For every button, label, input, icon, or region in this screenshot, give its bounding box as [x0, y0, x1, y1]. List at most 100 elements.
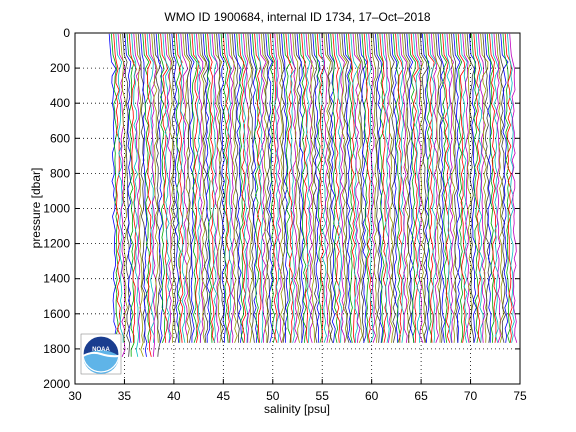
x-tick-label: 55: [316, 389, 330, 403]
profile-line: [498, 33, 506, 343]
profile-line: [386, 33, 395, 343]
profile-line: [352, 33, 361, 343]
profile-line: [316, 33, 326, 343]
x-tick-label: 60: [365, 389, 379, 403]
profile-line: [334, 33, 343, 343]
y-tick-label: 1000: [43, 202, 70, 216]
profile-line: [265, 33, 273, 343]
profile-line: [343, 33, 352, 343]
profile-line: [350, 33, 359, 343]
profile-line: [431, 33, 439, 343]
profile-line: [426, 33, 435, 343]
profile-line: [401, 33, 410, 343]
profile-line: [462, 33, 470, 343]
profile-line: [245, 33, 253, 343]
profile-line: [379, 33, 388, 343]
profile-line: [482, 33, 491, 343]
profile-line: [205, 33, 213, 343]
x-axis: 30 35 40 45 50 55 60 65 70 75: [68, 33, 527, 403]
profile-line: [469, 33, 477, 343]
profile-line: [433, 33, 441, 343]
profile-line: [475, 33, 484, 343]
profile-line: [225, 33, 233, 343]
x-tick-label: 35: [118, 389, 132, 403]
profile-line: [184, 33, 193, 343]
profile-line: [294, 33, 303, 343]
x-tick-label: 65: [414, 389, 428, 403]
profile-line: [381, 33, 390, 343]
profile-line: [151, 33, 159, 343]
profile-line: [144, 33, 152, 357]
profile-line: [117, 33, 126, 357]
profile-line: [464, 33, 472, 343]
profile-line: [285, 33, 294, 343]
profile-line: [211, 33, 220, 343]
profile-line: [346, 33, 354, 343]
profile-line: [489, 33, 497, 343]
profile-line: [509, 33, 518, 343]
profile-line: [366, 33, 374, 343]
y-tick-label: 1600: [43, 307, 70, 321]
profile-line: [363, 33, 372, 343]
grid-lines: [75, 33, 520, 384]
profile-line: [193, 33, 202, 343]
profile-line: [419, 33, 428, 343]
profile-line: [124, 33, 132, 343]
profile-line: [435, 33, 443, 343]
profile-line: [307, 33, 315, 343]
profile-line: [115, 33, 124, 343]
profile-line: [247, 33, 255, 343]
profile-line: [209, 33, 218, 343]
profile-line: [399, 33, 408, 343]
y-tick-label: 600: [50, 131, 70, 145]
profile-line: [486, 33, 495, 343]
profile-line: [256, 33, 264, 343]
profile-line: [507, 33, 515, 343]
noaa-logo-text: NOAA: [92, 347, 110, 353]
profile-line: [301, 33, 309, 343]
profile-line: [173, 33, 182, 343]
profile-line: [332, 33, 341, 343]
profile-line: [312, 33, 321, 343]
profile-line: [222, 33, 231, 343]
profile-line: [202, 33, 211, 343]
profile-line: [390, 33, 399, 343]
profile-lines: [108, 33, 518, 357]
profile-line: [466, 33, 475, 343]
profile-line: [337, 33, 345, 343]
y-tick-label: 800: [50, 166, 70, 180]
profile-line: [169, 33, 178, 343]
profile-line: [406, 33, 415, 343]
profile-line: [330, 33, 339, 343]
profile-line: [269, 33, 278, 343]
profile-line: [126, 33, 135, 357]
profile-line: [254, 33, 262, 343]
noaa-logo: NOAA: [80, 333, 122, 375]
profile-line: [178, 33, 186, 343]
profile-line: [220, 33, 229, 343]
y-tick-label: 1400: [43, 272, 70, 286]
profile-line: [140, 33, 148, 357]
profile-line: [258, 33, 267, 343]
profile-line: [323, 33, 332, 343]
profile-line: [128, 33, 137, 343]
y-tick-label: 1200: [43, 237, 70, 251]
profile-line: [287, 33, 296, 343]
profile-line: [231, 33, 240, 343]
y-tick-label: 200: [50, 61, 70, 75]
profile-line: [175, 33, 184, 343]
profile-line: [180, 33, 189, 343]
profile-line: [359, 33, 368, 343]
profile-line: [296, 33, 305, 343]
profile-line: [480, 33, 489, 343]
y-tick-label: 2000: [43, 377, 70, 391]
profile-line: [375, 33, 384, 343]
profile-line: [341, 33, 350, 343]
profile-line: [292, 33, 301, 343]
profile-line: [354, 33, 363, 343]
profile-line: [446, 33, 455, 343]
profile-line: [198, 33, 207, 343]
profile-line: [167, 33, 175, 343]
